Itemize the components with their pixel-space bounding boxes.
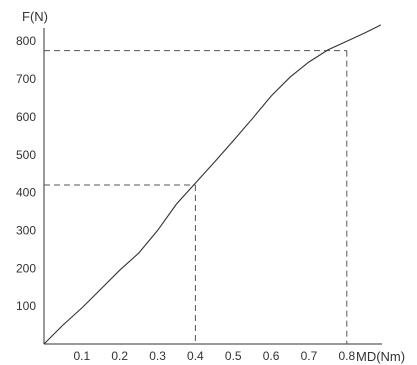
y-tick-label: 100 xyxy=(16,299,36,313)
y-tick-label: 800 xyxy=(16,34,36,48)
y-tick-label: 200 xyxy=(16,261,36,275)
x-tick-label: 0.1 xyxy=(74,349,91,363)
x-tick-label: 0.6 xyxy=(263,349,280,363)
x-tick-label: 0.2 xyxy=(111,349,128,363)
y-tick-label: 700 xyxy=(16,72,36,86)
x-axis-title: MD(Nm) xyxy=(356,349,405,364)
x-tick-label: 0.8 xyxy=(338,349,355,363)
y-tick-labels: 100 200 300 400 500 600 700 800 xyxy=(16,34,36,313)
x-tick-label: 0.7 xyxy=(301,349,318,363)
y-tick-label: 600 xyxy=(16,110,36,124)
x-tick-label: 0.5 xyxy=(225,349,242,363)
y-tick-label: 300 xyxy=(16,223,36,237)
y-axis-title: F(N) xyxy=(22,9,48,24)
reference-lines xyxy=(44,50,348,344)
plot-area: 0.1 0.2 0.3 0.4 0.5 0.6 0.7 0.8 100 200 300 400 500… xyxy=(16,9,405,364)
x-tick-label: 0.3 xyxy=(149,349,166,363)
y-tick-label: 500 xyxy=(16,148,36,162)
series-line xyxy=(43,24,382,345)
x-tick-label: 0.4 xyxy=(187,349,204,363)
x-tick-labels: 0.1 0.2 0.3 0.4 0.5 0.6 0.7 0.8 xyxy=(74,349,356,363)
y-tick-label: 400 xyxy=(16,186,36,200)
